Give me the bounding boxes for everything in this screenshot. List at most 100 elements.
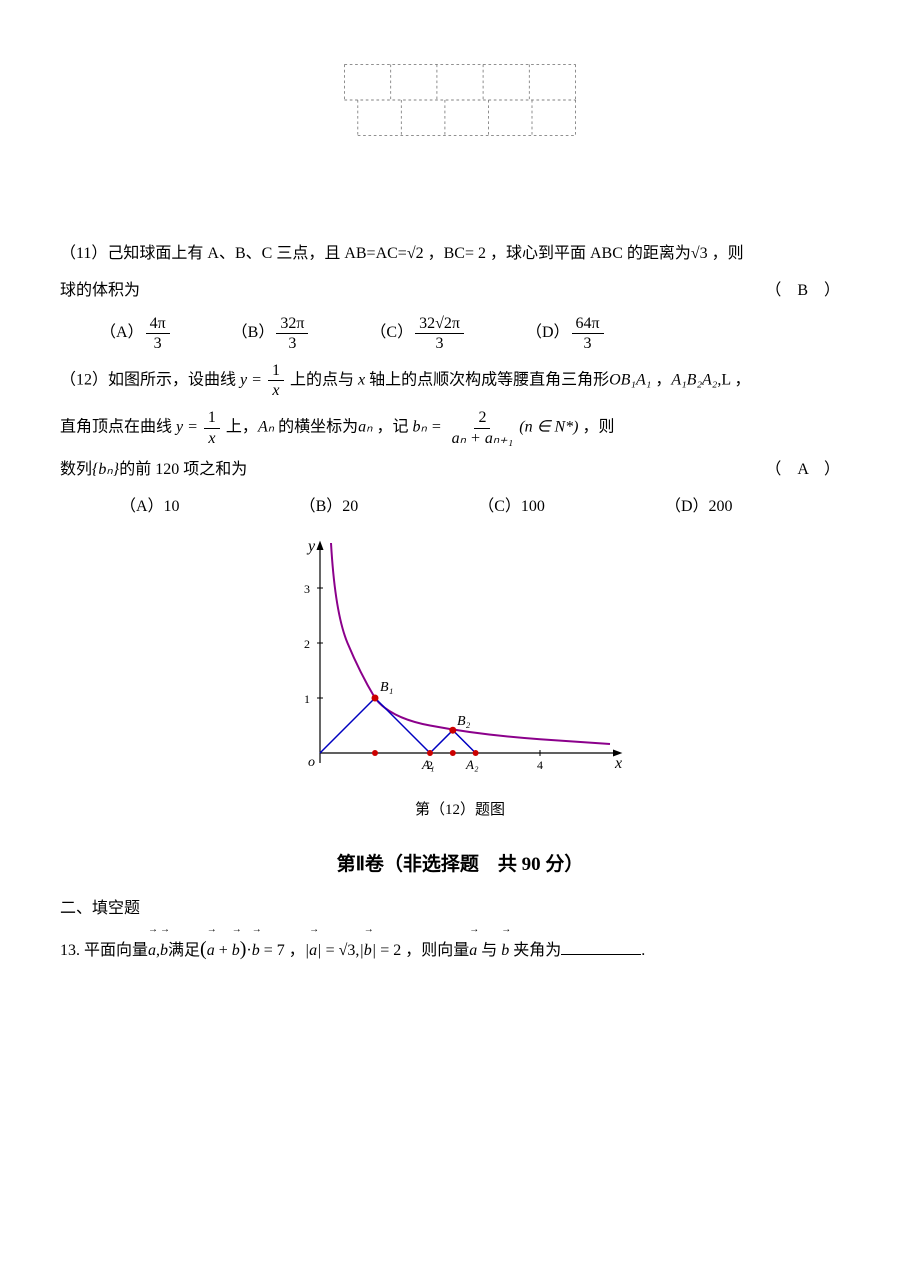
q11-c-label: （C） xyxy=(370,319,413,348)
q12-l2-p5: (n ∈ N*) xyxy=(519,419,578,436)
triangle-1 xyxy=(320,698,430,753)
curve xyxy=(331,543,610,744)
q11-a-label: （A） xyxy=(100,319,144,348)
q12-l1-p3: 轴上的点顺次构成等腰直角三角形 xyxy=(365,371,609,388)
q12-set: {bₙ} xyxy=(92,461,119,478)
point-a1-foot xyxy=(372,750,378,756)
q13-line: 13. 平面向量a,b满足(a + b)·b = 7 ，|a| = √3,|b|… xyxy=(60,931,860,967)
y-axis-label: y xyxy=(306,538,316,555)
q11-line2-text: 球的体积为 xyxy=(60,282,140,299)
q12-line3: 数列{bₙ}的前 120 项之和为 （ A ） xyxy=(60,456,860,485)
q12-tri1: OB₁A₁ xyxy=(609,371,651,388)
section-2-header: 第Ⅱ卷（非选择题 共 90 分） xyxy=(60,848,860,882)
q11-b-den: 3 xyxy=(284,334,300,353)
q13-p4: 与 xyxy=(477,942,501,959)
q13-p3: ，则向量 xyxy=(401,942,469,959)
x-axis-label: x xyxy=(614,755,622,772)
q11-d-den: 3 xyxy=(580,334,596,353)
xtick-4-label: 4 xyxy=(537,758,543,772)
q11-option-d: （D） 64π 3 xyxy=(526,314,606,353)
q11-answer: （ B ） xyxy=(765,277,840,306)
q11-options: （A） 4π 3 （B） 32π 3 （C） 32√2π 3 （D） 64π 3 xyxy=(100,314,860,353)
q11-sqrt3: √3 xyxy=(691,245,708,262)
q13-number: 13. xyxy=(60,942,80,959)
origin-label: o xyxy=(308,755,315,770)
q11-option-a: （A） 4π 3 xyxy=(100,314,172,353)
q12-option-c: （C）100 xyxy=(478,493,545,522)
q13-abs-a-vec: a xyxy=(309,937,317,966)
point-b2 xyxy=(449,727,456,734)
q12-graph-caption: 第（12）题图 xyxy=(415,797,505,824)
ytick-2-label: 2 xyxy=(304,637,310,651)
q12-l1-p1: 如图所示，设曲线 xyxy=(108,371,240,388)
q13-abs-b-vec: b xyxy=(364,937,372,966)
q12-l2-p6: ，则 xyxy=(579,419,615,436)
q13-lparen: ( xyxy=(200,938,207,960)
q12-frac-bn: 2 aₙ + aₙ₊₁ xyxy=(448,408,518,447)
q11-b-label: （B） xyxy=(232,319,275,348)
q13-vec-a-1: a xyxy=(148,937,156,966)
q11-a-frac: 4π 3 xyxy=(146,314,170,353)
q12-answer: （ A ） xyxy=(765,456,840,485)
ytick-1-label: 1 xyxy=(304,692,310,706)
q11-p3: ，则 xyxy=(708,245,744,262)
q11-b-frac: 32π 3 xyxy=(276,314,308,353)
grid-svg xyxy=(320,60,600,140)
q11-d-label: （D） xyxy=(526,319,570,348)
q12-bn-den: aₙ + aₙ₊₁ xyxy=(448,429,518,448)
q11-a-den: 3 xyxy=(150,334,166,353)
b1-label: B₁ xyxy=(380,680,393,695)
q12-line2: 直角顶点在曲线 y = 1 x 上，Aₙ 的横坐标为aₙ ，记 bₙ = 2 a… xyxy=(60,408,860,447)
q12-x: x xyxy=(358,371,365,388)
q12-option-d: （D）200 xyxy=(665,493,733,522)
q11-p1: 己知球面上有 A、B、C 三点，且 AB=AC= xyxy=(107,245,406,262)
q12-frac2-den: x xyxy=(204,429,219,448)
q13-vec-b-1: b xyxy=(160,937,168,966)
q11-sqrt2: √2 xyxy=(407,245,424,262)
q11-line1: （11）己知球面上有 A、B、C 三点，且 AB=AC=√2 ，BC= 2 ，球… xyxy=(60,240,860,269)
q13-p5: 夹角为 xyxy=(509,942,561,959)
q12-l2-p2: 上， xyxy=(222,419,258,436)
q11-b-num: 32π xyxy=(276,314,308,334)
q12-l2-p4: ，记 xyxy=(372,419,412,436)
q13-abs-a: |a| xyxy=(305,942,322,959)
q13-eq-2: = 2 xyxy=(376,942,401,959)
q12-bn-var: bₙ = xyxy=(413,419,442,436)
q11-option-b: （B） 32π 3 xyxy=(232,314,311,353)
q13-vec-b-3: b xyxy=(252,937,260,966)
a2-label: A₂ xyxy=(465,757,479,772)
section-2-subheader: 二、填空题 xyxy=(60,895,860,924)
q13-vec-b-2: b xyxy=(232,937,240,966)
q13-p2: 满足 xyxy=(168,942,200,959)
q11-line2: 球的体积为 （ B ） xyxy=(60,277,860,306)
q12-l2-y: y = xyxy=(176,419,198,436)
point-b1 xyxy=(372,695,379,702)
q12-option-a: （A）10 xyxy=(120,493,180,522)
point-a2 xyxy=(473,750,479,756)
q11-d-frac: 64π 3 xyxy=(572,314,604,353)
ytick-3-label: 3 xyxy=(304,582,310,596)
point-a2-foot xyxy=(450,750,456,756)
q12-frac1-num: 1 xyxy=(268,361,284,381)
q12-an-var: aₙ xyxy=(358,419,372,436)
q12-option-b: （B）20 xyxy=(300,493,359,522)
q13-eq-sqrt3: = √3 xyxy=(322,942,356,959)
q13-vec-a-3: a xyxy=(469,937,477,966)
q12-comma1: ， xyxy=(651,371,671,388)
q12-frac-1x: 1 x xyxy=(268,361,284,400)
q11-c-frac: 32√2π 3 xyxy=(415,314,464,353)
q13-p1: 平面向量 xyxy=(80,942,148,959)
q12-l1-p2: 上的点与 xyxy=(286,371,358,388)
q12-graph: y x o 1 2 3 2 4 B₁ B₂ A₁ A₂ xyxy=(280,533,640,793)
q13-eq7: = 7 ， xyxy=(260,942,305,959)
q12-l3-p2: 的前 120 项之和为 xyxy=(119,461,247,478)
q12-frac2-num: 1 xyxy=(204,408,220,428)
q11-option-c: （C） 32√2π 3 xyxy=(370,314,466,353)
q12-eq-y: y = xyxy=(240,371,262,388)
q11-number: （11） xyxy=(60,245,107,262)
q13-vec-b-4: b xyxy=(501,937,509,966)
q12-options: （A）10 （B）20 （C）100 （D）200 xyxy=(120,493,860,522)
q12-frac-1x-2: 1 x xyxy=(204,408,220,447)
q12-line1: （12）如图所示，设曲线 y = 1 x 上的点与 x 轴上的点顺次构成等腰直角… xyxy=(60,361,860,400)
q13-period: . xyxy=(641,942,645,959)
